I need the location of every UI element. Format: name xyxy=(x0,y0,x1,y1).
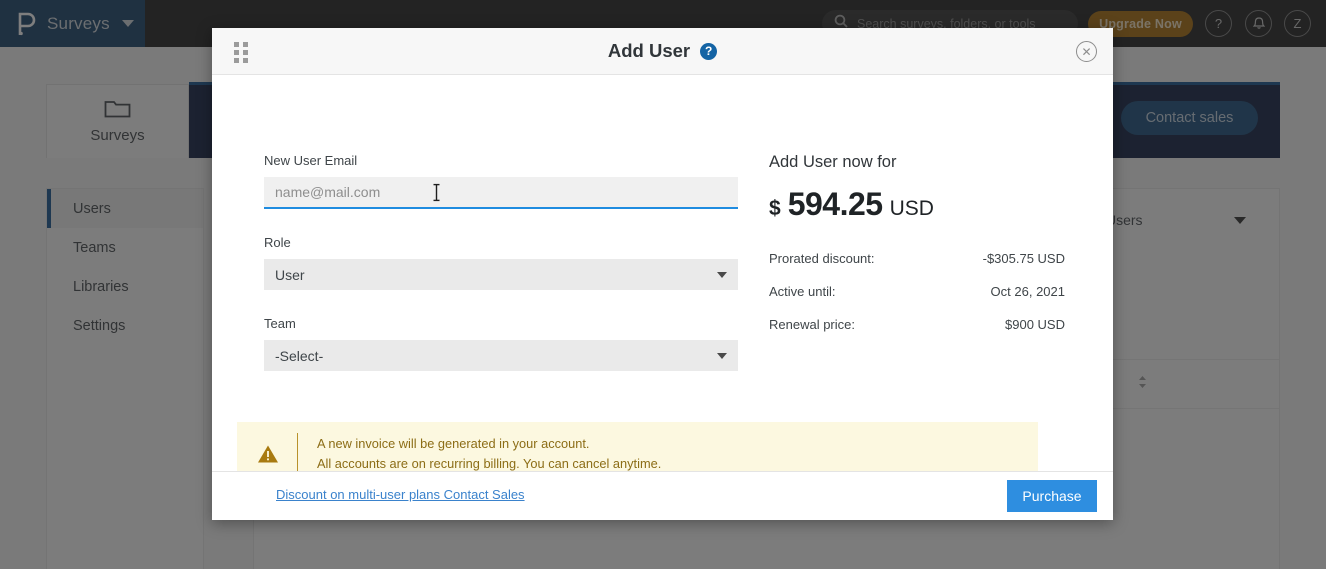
warning-triangle-icon xyxy=(257,444,279,464)
pricing-row-label: Active until: xyxy=(769,284,836,299)
currency-code: USD xyxy=(889,197,934,220)
modal-body: New User Email name@mail.com Role User xyxy=(212,75,1113,486)
team-select-value: -Select- xyxy=(275,347,324,364)
drag-dot xyxy=(243,58,248,63)
currency-symbol: $ xyxy=(769,197,781,220)
drag-handle-icon[interactable] xyxy=(234,42,250,63)
drag-dot xyxy=(243,42,248,47)
role-select[interactable]: User xyxy=(264,259,738,290)
pricing-row-label: Prorated discount: xyxy=(769,251,875,266)
notice-line-1: A new invoice will be generated in your … xyxy=(317,436,590,451)
billing-notice-text: A new invoice will be generated in your … xyxy=(317,434,661,474)
caret-down-icon xyxy=(717,271,727,278)
close-icon[interactable]: ✕ xyxy=(1076,41,1097,62)
team-select[interactable]: -Select- xyxy=(264,340,738,371)
spacer xyxy=(264,290,738,316)
modal-footer: Discount on multi-user plans Contact Sal… xyxy=(212,471,1113,520)
help-icon[interactable]: ? xyxy=(700,42,718,60)
notice-divider xyxy=(297,433,298,475)
email-field[interactable]: name@mail.com xyxy=(264,177,738,209)
purchase-button-label: Purchase xyxy=(1022,488,1082,504)
caret-down-icon xyxy=(717,352,727,359)
role-field-label: Role xyxy=(264,235,291,250)
contact-sales-link[interactable]: Discount on multi-user plans Contact Sal… xyxy=(276,487,525,502)
drag-dot xyxy=(234,58,239,63)
pricing-row: Active until: Oct 26, 2021 xyxy=(769,284,1065,299)
notice-line-2: All accounts are on recurring billing. Y… xyxy=(317,456,662,471)
help-glyph: ? xyxy=(704,44,713,58)
pricing-row-label: Renewal price: xyxy=(769,317,855,332)
modal-header: Add User ? ✕ xyxy=(212,28,1113,75)
text-cursor-icon xyxy=(432,183,441,202)
email-placeholder: name@mail.com xyxy=(275,184,381,200)
purchase-button[interactable]: Purchase xyxy=(1007,480,1097,512)
email-field-label: New User Email xyxy=(264,153,358,168)
price-amount: 594.25 xyxy=(787,186,883,222)
team-field-label: Team xyxy=(264,316,296,331)
drag-dot xyxy=(234,50,239,55)
role-select-value: User xyxy=(275,266,305,283)
page-title: Add User xyxy=(607,40,691,61)
drag-dot xyxy=(234,42,239,47)
pricing-row-value: $900 USD xyxy=(1005,317,1065,332)
pricing-heading: Add User now for xyxy=(769,153,897,171)
add-user-modal: Add User ? ✕ New User Email name@mail.co… xyxy=(212,28,1113,520)
price-total: $ 594.25 USD xyxy=(769,186,1065,223)
pricing-summary: Add User now for $ 594.25 USD Prorated d… xyxy=(769,153,1065,350)
drag-dot xyxy=(243,50,248,55)
add-user-form: New User Email name@mail.com Role User xyxy=(264,153,738,371)
pricing-row-value: -$305.75 USD xyxy=(982,251,1065,266)
pricing-row: Prorated discount: -$305.75 USD xyxy=(769,251,1065,266)
pricing-row: Renewal price: $900 USD xyxy=(769,317,1065,332)
close-glyph: ✕ xyxy=(1081,44,1092,59)
pricing-row-value: Oct 26, 2021 xyxy=(990,284,1065,299)
spacer xyxy=(264,209,738,235)
